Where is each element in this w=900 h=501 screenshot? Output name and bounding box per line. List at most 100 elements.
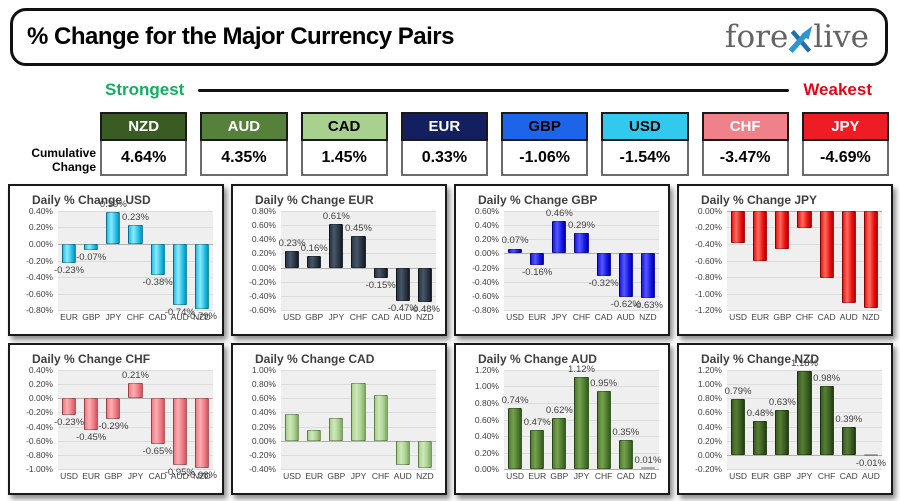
x-category-label-eur: EUR bbox=[305, 471, 324, 481]
y-tick-label: 0.00% bbox=[251, 435, 276, 446]
bar-value-label-jpy: 0.61% bbox=[322, 211, 350, 223]
chart-panel-daily-change-chf: Daily % Change CHF 0.40% 0.20% 0.00% -0.20% -… bbox=[8, 343, 224, 495]
chart-body-daily-change-aud: 1.20% 1.00% 0.80% 0.60% 0.40% 0.20% 0.00% 0.74%… bbox=[462, 364, 662, 474]
currency-cumulative-value-gbp: -1.06% bbox=[501, 141, 589, 176]
gridline bbox=[727, 370, 882, 371]
x-category-label-gbp: GBP bbox=[773, 312, 792, 322]
y-tick-label: -1.00% bbox=[26, 464, 53, 474]
y-tick-label: 0.20% bbox=[474, 234, 499, 245]
y-tick-label: -0.60% bbox=[249, 305, 276, 315]
x-axis-daily-change-cad: USD EUR GBP JPY CHF AUD NZD bbox=[281, 471, 436, 484]
y-axis-daily-change-gbp: 0.60% 0.40% 0.20% 0.00% -0.20% -0.40% -0.60% -0… bbox=[462, 206, 504, 315]
x-category-label-cad: CAD bbox=[148, 312, 167, 322]
bar-value-label-cad: -0.15% bbox=[365, 280, 396, 292]
bar-value-label-jpy: 0.21% bbox=[122, 370, 149, 382]
page-title: % Change for the Major Currency Pairs bbox=[27, 23, 454, 50]
bar-value-label-aud: -0.62% bbox=[610, 299, 641, 311]
bar-gbp bbox=[307, 256, 322, 268]
x-axis-daily-change-usd: EUR GBP JPY CHF CAD AUD NZD bbox=[58, 312, 213, 325]
bar-cad bbox=[596, 253, 611, 277]
x-axis-daily-change-nzd: USD EUR GBP JPY CHF CAD AUD bbox=[727, 471, 882, 484]
bar-gbp bbox=[775, 211, 790, 249]
bar-chf bbox=[351, 235, 366, 268]
gridline bbox=[727, 243, 882, 245]
bar-eur bbox=[753, 211, 768, 262]
plot-area-daily-change-aud: 0.74% 0.47% 0.62% 1.12% 0.95% 0.35% 0.01% bbox=[502, 364, 661, 470]
y-tick-label: 0.40% bbox=[474, 220, 499, 231]
bar-value-label-nzd: -0.98% bbox=[186, 469, 217, 481]
gridline bbox=[727, 260, 882, 262]
x-category-label-nzd: NZD bbox=[416, 471, 434, 481]
x-category-label-usd: USD bbox=[506, 471, 525, 481]
y-tick-label: -1.20% bbox=[695, 305, 722, 315]
bar-value-label-chf: 0.45% bbox=[345, 222, 372, 234]
gridline bbox=[504, 267, 659, 269]
y-tick-label: 0.00% bbox=[697, 449, 722, 460]
chart-panel-daily-change-usd: Daily % Change USD 0.40% 0.20% 0.00% -0.20% -… bbox=[8, 184, 224, 336]
gridline bbox=[281, 281, 436, 283]
bar-value-label-usd: 0.23% bbox=[278, 238, 306, 250]
logo-x-arrows-icon bbox=[788, 25, 813, 53]
bar-value-label-nzd: -0.79% bbox=[186, 311, 217, 323]
bar-eur bbox=[530, 430, 545, 469]
gridline bbox=[504, 281, 659, 283]
bar-value-label-gbp: 0.62% bbox=[545, 404, 573, 416]
bar-nzd bbox=[640, 253, 655, 298]
chart-body-daily-change-cad: 1.00% 0.80% 0.60% 0.40% 0.20% 0.00% -0.20% -0.4… bbox=[239, 365, 436, 474]
bar-value-label-eur: 0.47% bbox=[523, 417, 551, 429]
bar-jpy bbox=[797, 371, 812, 455]
bar-aud bbox=[863, 453, 878, 456]
y-tick-label: 0.60% bbox=[251, 220, 276, 231]
bar-value-label-gbp: -0.07% bbox=[76, 251, 107, 263]
x-category-label-jpy: JPY bbox=[350, 471, 367, 481]
y-tick-label: 0.20% bbox=[474, 447, 499, 458]
x-category-label-eur: EUR bbox=[82, 471, 101, 481]
x-axis-daily-change-eur: USD GBP JPY CHF CAD AUD NZD bbox=[281, 312, 436, 325]
currency-code-jpy: JPY bbox=[801, 112, 889, 141]
gridline bbox=[504, 253, 659, 255]
y-tick-label: 0.40% bbox=[251, 234, 276, 245]
bar-value-label-eur: -0.45% bbox=[76, 432, 107, 444]
x-category-label-eur: EUR bbox=[60, 312, 79, 322]
y-tick-label: 0.00% bbox=[474, 464, 499, 474]
gridline bbox=[504, 370, 659, 371]
currency-cumulative-value-jpy: -4.69% bbox=[801, 141, 889, 176]
y-tick-label: 0.20% bbox=[697, 435, 722, 446]
x-axis-daily-change-chf: USD EUR GBP JPY CAD AUD NZD bbox=[58, 471, 213, 484]
y-tick-label: 0.80% bbox=[697, 393, 722, 404]
bar-value-label-cad: -0.32% bbox=[588, 278, 619, 290]
gridline bbox=[58, 243, 213, 245]
y-tick-label: -0.80% bbox=[26, 449, 53, 460]
x-category-label-usd: USD bbox=[60, 471, 79, 481]
bar-usd bbox=[507, 248, 523, 254]
gridline bbox=[58, 454, 213, 456]
x-category-label-aud: AUD bbox=[393, 312, 412, 322]
chart-panel-daily-change-aud: Daily % Change AUD 1.20% 1.00% 0.80% 0.60% 0.… bbox=[454, 343, 670, 495]
x-category-label-aud: AUD bbox=[170, 312, 189, 322]
y-tick-label: -0.20% bbox=[26, 407, 53, 418]
currency-code-gbp: GBP bbox=[501, 112, 589, 141]
gridline bbox=[727, 293, 882, 295]
bar-cad bbox=[618, 440, 633, 469]
plot-area-daily-change-eur: 0.23% 0.16% 0.61% 0.45% -0.15% -0.47% -0.48% bbox=[278, 211, 440, 315]
y-tick-label: -0.60% bbox=[472, 290, 499, 301]
bar-value-label-cad: -0.38% bbox=[142, 277, 173, 289]
gridline bbox=[58, 440, 213, 442]
chart-body-daily-change-usd: 0.40% 0.20% 0.00% -0.20% -0.40% -0.60% -0.80% -… bbox=[16, 199, 217, 322]
bar-gbp bbox=[775, 410, 790, 455]
currency-code-cad: CAD bbox=[300, 112, 388, 141]
bar-usd bbox=[61, 398, 77, 415]
x-category-label-usd: USD bbox=[729, 312, 748, 322]
gridline bbox=[281, 440, 436, 442]
bar-aud bbox=[395, 440, 410, 466]
logo-text-live: live bbox=[813, 19, 869, 55]
bar-value-label-eur: 0.48% bbox=[746, 407, 774, 419]
y-tick-label: 0.20% bbox=[28, 379, 53, 390]
bar-value-label-usd: 0.07% bbox=[501, 235, 529, 247]
x-category-label-aud: AUD bbox=[839, 312, 858, 322]
gridline bbox=[58, 398, 213, 400]
x-category-label-chf: CHF bbox=[817, 471, 836, 481]
chart-body-daily-change-gbp: 0.60% 0.40% 0.20% 0.00% -0.20% -0.40% -0.60% -0… bbox=[462, 206, 663, 315]
bar-aud bbox=[172, 398, 187, 466]
x-category-label-nzd: NZD bbox=[639, 312, 657, 322]
